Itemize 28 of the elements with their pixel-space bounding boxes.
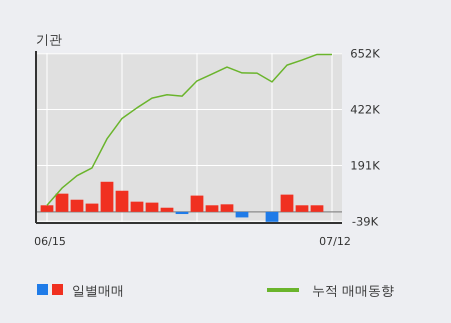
bar <box>56 194 68 212</box>
legend-label: 일별매매 <box>72 284 124 299</box>
bar <box>146 202 158 212</box>
bar <box>296 205 308 212</box>
y-tick-label: 422K <box>350 102 380 117</box>
bar <box>236 212 248 218</box>
y-tick-label: 652K <box>350 46 380 61</box>
y-tick-label: 191K <box>350 158 380 173</box>
bar <box>190 196 204 212</box>
bar <box>160 208 174 212</box>
bar <box>70 200 84 212</box>
bar <box>116 190 128 212</box>
bar <box>40 205 54 212</box>
chart-title: 기관 <box>36 33 62 48</box>
bar <box>206 205 218 212</box>
y-tick-label: -39K <box>352 214 379 228</box>
bar <box>130 202 144 212</box>
bar <box>100 182 114 212</box>
legend-label: 누적 매매동향 <box>312 284 394 299</box>
bar <box>266 212 278 222</box>
bar <box>280 194 294 212</box>
line-series <box>46 54 333 206</box>
x-tick-label: 06/15 <box>34 235 66 248</box>
bar <box>310 205 324 212</box>
bar <box>220 204 234 212</box>
bar <box>86 204 98 212</box>
x-tick-label: 07/12 <box>319 235 351 248</box>
bar <box>176 212 188 214</box>
